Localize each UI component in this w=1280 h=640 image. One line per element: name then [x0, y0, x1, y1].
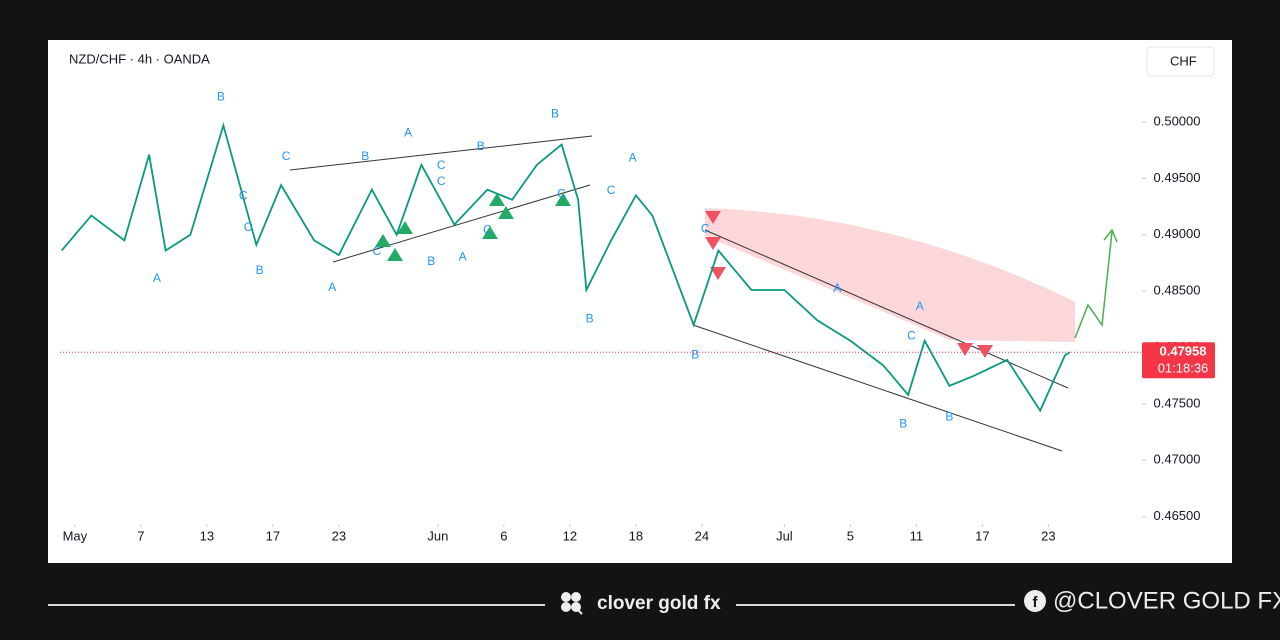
wave-label: B	[945, 410, 953, 424]
wave-label: C	[437, 174, 446, 188]
x-tick-label: 18	[629, 528, 643, 543]
x-tick-label: 6	[500, 528, 507, 543]
wave-label: C	[372, 244, 381, 258]
price-line	[60, 122, 1071, 413]
currency-box[interactable]	[1146, 46, 1215, 77]
y-tick-label: 0.46500	[1154, 508, 1201, 523]
x-tick-label: May	[63, 528, 88, 543]
channel-line	[692, 324, 1063, 452]
wave-label: B	[217, 89, 225, 103]
wave-label: C	[239, 189, 248, 203]
y-tick-label: 0.49500	[1154, 170, 1201, 185]
x-tick-label: 12	[563, 528, 577, 543]
channel-line	[289, 135, 593, 171]
wave-label: C	[607, 183, 616, 197]
decorations	[289, 135, 1118, 452]
chart-title: NZD/CHF · 4h · OANDA	[69, 51, 210, 66]
wave-label: C	[437, 158, 446, 172]
wave-label: B	[691, 348, 699, 362]
x-tick-label: 24	[695, 528, 709, 543]
wave-label: C	[244, 220, 253, 234]
x-tick-label: 23	[332, 528, 346, 543]
footer: clover gold fx f @CLOVER GOLD FX	[48, 587, 1280, 615]
facebook-icon	[1024, 590, 1046, 612]
x-tick-label: Jul	[776, 528, 793, 543]
forecast-zone	[705, 208, 1075, 342]
channel-line	[332, 184, 591, 263]
wave-label: A	[404, 125, 412, 139]
clover-icon	[561, 592, 583, 615]
y-tick-label: 0.48500	[1154, 283, 1201, 298]
x-tick-label: 5	[847, 528, 854, 543]
wave-label: C	[557, 186, 566, 200]
facebook-glyph: f	[1033, 594, 1039, 611]
wave-label: C	[483, 222, 492, 236]
wave-label: A	[328, 280, 336, 294]
x-tick-label: 17	[266, 528, 280, 543]
wave-label: B	[586, 311, 594, 325]
currency-label[interactable]: CHF	[1170, 53, 1197, 68]
wave-label: A	[833, 281, 841, 295]
x-tick-label: 23	[1041, 528, 1055, 543]
sell-signals	[705, 211, 993, 358]
wave-label: B	[427, 254, 435, 268]
wave-label: B	[551, 106, 559, 120]
wave-label: C	[907, 328, 916, 342]
arrow-head	[1103, 228, 1118, 243]
wave-label: C	[282, 149, 291, 163]
wave-label: B	[899, 416, 907, 430]
wave-label: C	[701, 221, 710, 235]
wave-label: B	[361, 149, 369, 163]
chart-panel	[48, 40, 1232, 563]
projection-arrow	[1074, 231, 1113, 339]
y-tick-label: 0.50000	[1154, 113, 1201, 128]
x-tick-label: 17	[975, 528, 989, 543]
last-price-label: 0.47958	[1160, 344, 1207, 359]
y-tick-label: 0.47500	[1154, 395, 1201, 410]
buy-signals	[375, 193, 571, 261]
x-tick-label: 13	[200, 528, 214, 543]
wave-label: A	[459, 249, 467, 263]
countdown-label: 01:18:36	[1158, 361, 1209, 376]
wave-label: A	[916, 299, 924, 313]
x-tick-label: 11	[910, 528, 924, 543]
social-handle: @CLOVER GOLD FX	[1053, 587, 1280, 614]
wave-label: A	[629, 150, 637, 164]
wave-label: B	[256, 263, 264, 277]
brand-name: clover gold fx	[597, 593, 721, 614]
x-tick-label: 7	[137, 528, 144, 543]
x-tick-label: Jun	[427, 528, 448, 543]
y-tick-label: 0.49000	[1154, 226, 1201, 241]
price-tag	[1142, 342, 1215, 379]
y-tick-label: 0.47000	[1154, 452, 1201, 467]
wave-label: B	[477, 139, 485, 153]
wave-label: A	[153, 271, 161, 285]
